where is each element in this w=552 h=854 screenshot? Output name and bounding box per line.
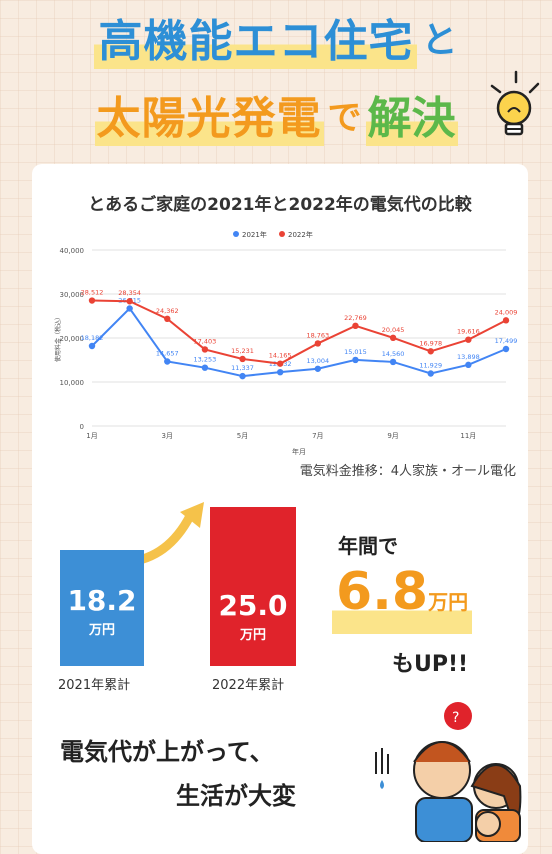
y-tick-label: 40,000 (60, 247, 85, 255)
data-label: 24,362 (156, 307, 179, 315)
legend-marker-0 (233, 231, 239, 237)
data-label: 18,182 (81, 334, 104, 342)
x-tick-label: 11月 (460, 432, 476, 440)
bar-2021-label: 2021年累計 (58, 678, 131, 693)
data-label: 11,337 (231, 364, 254, 372)
headline-eco-house: 高機能エコ住宅 (94, 5, 418, 69)
data-label: 22,769 (344, 314, 367, 322)
chart-caption: 電気料金推移：4人家族・オール電化 (299, 464, 516, 479)
annual-prefix: 年間で (338, 534, 398, 558)
data-point (502, 317, 510, 324)
x-tick-label: 9月 (387, 432, 398, 440)
data-label: 14,657 (156, 350, 179, 358)
message-line1: 電気代が上がって、 (60, 738, 274, 766)
data-label: 24,009 (495, 308, 518, 316)
svg-text:?: ? (452, 710, 459, 726)
bar-2022-label: 2022年累計 (212, 678, 285, 693)
difference-highlight: 6.8万円 (332, 560, 473, 634)
difference-suffix: もUP!! (392, 652, 469, 677)
data-label: 19,616 (457, 328, 480, 336)
headline-particle-de: で (327, 97, 362, 138)
data-point (164, 358, 171, 365)
bar-2021-value: 18.2 (67, 584, 137, 618)
electricity-cost-chart: 0 10,000 20,000 30,000 40,000 1月 3月 5月 7月 9月 11月年月… (54, 230, 518, 456)
data-point (389, 358, 397, 366)
difference-value: 6.8 (336, 562, 429, 622)
data-point (352, 322, 359, 330)
y-tick-label: 10,000 (60, 379, 85, 387)
data-label: 15,015 (344, 348, 367, 356)
chart-title: とあるご家庭の2021年と2022年の電気代の比較 (88, 195, 472, 215)
data-label: 17,499 (495, 337, 518, 345)
data-point (276, 368, 284, 376)
message-line2: 生活が大変 (176, 782, 296, 810)
data-label: 28,512 (81, 289, 104, 297)
sweat-drop-icon (375, 748, 389, 789)
y-tick-label: 0 (80, 423, 84, 431)
data-point (352, 356, 359, 364)
data-point (201, 364, 209, 371)
headline-line2: 太陽光発電で解決 (0, 82, 552, 146)
series-line-0 (91, 306, 507, 378)
x-tick-label: 3月 (162, 432, 173, 440)
data-point (164, 315, 171, 323)
bar-2022-total: 25.0 万円 (210, 507, 296, 666)
family-illustration: ? (375, 702, 522, 842)
lightbulb-icon (490, 70, 540, 136)
headline-line1: 高機能エコ住宅と (0, 5, 552, 69)
data-label: 18,763 (306, 331, 329, 339)
data-label: 11,929 (419, 362, 442, 370)
data-label: 15,231 (231, 347, 254, 355)
data-point (88, 297, 96, 304)
data-point (88, 342, 96, 350)
data-point (389, 334, 397, 342)
headline-solar: 太陽光発電 (94, 82, 324, 146)
data-point (502, 345, 510, 353)
difference-unit: 万円 (428, 590, 469, 614)
legend-label-1: 2022年 (288, 230, 313, 239)
data-point (465, 336, 472, 343)
data-label: 16,978 (419, 339, 442, 347)
data-point (239, 355, 246, 363)
content-card: とあるご家庭の2021年と2022年の電気代の比較 0 10,000 20,000 3… (32, 164, 528, 854)
x-tick-label: 1月 (86, 432, 97, 440)
data-point (465, 361, 472, 369)
data-label: 13,898 (457, 353, 480, 361)
bar-2022-value: 25.0 (218, 589, 288, 622)
data-label: 20,045 (382, 326, 405, 334)
headline-solve: 解決 (365, 82, 458, 146)
y-tick-label: 20,000 (60, 335, 85, 343)
data-label: 28,354 (118, 289, 141, 297)
legend-label-0: 2021年 (242, 230, 267, 239)
data-point (201, 346, 209, 353)
bar-2021-total: 18.2 万円 (60, 550, 144, 666)
x-tick-label: 5月 (237, 432, 248, 440)
y-axis-label: 使用料金（税込） (54, 314, 62, 362)
series-line-1 (91, 299, 507, 365)
data-point (276, 360, 284, 367)
data-point (427, 370, 434, 377)
data-point (314, 365, 322, 372)
data-point (126, 305, 133, 312)
data-label: 13,253 (194, 356, 217, 364)
x-axis-label: 年月 (292, 447, 306, 456)
legend-marker-1 (279, 231, 285, 237)
data-point (126, 298, 133, 305)
bar-2021-unit: 万円 (88, 623, 115, 639)
data-point (427, 348, 434, 355)
data-label: 13,004 (306, 357, 329, 365)
x-tick-label: 7月 (312, 432, 323, 440)
data-point (239, 372, 246, 380)
y-tick-label: 30,000 (60, 291, 85, 299)
data-label: 17,403 (194, 337, 217, 345)
data-label: 14,560 (382, 350, 405, 358)
bar-2022-unit: 万円 (239, 628, 266, 643)
data-label: 14,165 (269, 352, 292, 360)
headline-particle-to: と (421, 20, 458, 61)
data-point (314, 340, 322, 347)
